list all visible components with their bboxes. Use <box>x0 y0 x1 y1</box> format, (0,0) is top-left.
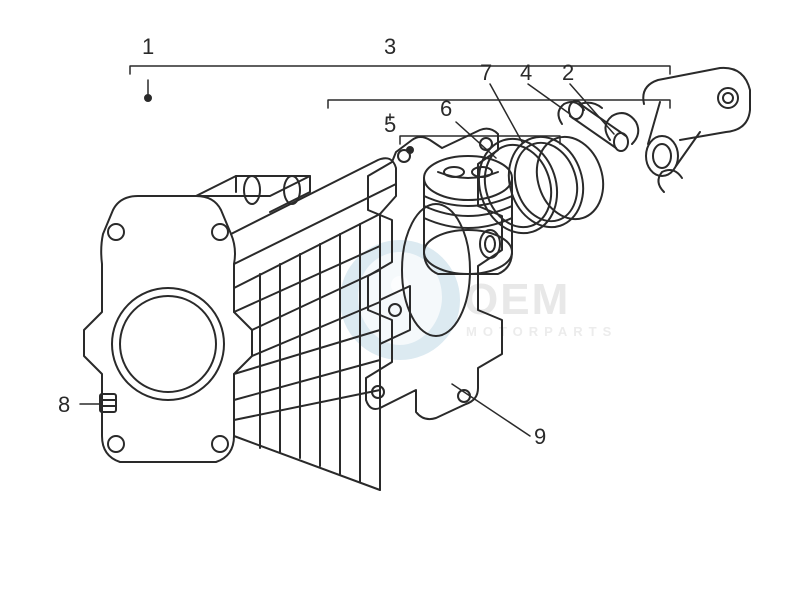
circlip-left <box>558 102 584 124</box>
parts-diagram: OEM MOTORPARTS <box>0 0 800 600</box>
callout-9: 9 <box>534 424 546 450</box>
callout-7: 7 <box>480 60 492 86</box>
callout-8: 8 <box>58 392 70 418</box>
callout-4: 4 <box>520 60 532 86</box>
callout-2: 2 <box>562 60 574 86</box>
connecting-rod <box>643 68 750 192</box>
callout-5: 5 <box>384 112 396 138</box>
circlip-right <box>605 113 638 144</box>
callout-1: 1 <box>142 34 154 60</box>
wrist-pin <box>569 101 628 151</box>
diagram-svg <box>0 0 800 600</box>
cylinder-body <box>84 158 410 490</box>
callout-3: 3 <box>384 34 396 60</box>
callout-6: 6 <box>440 96 452 122</box>
